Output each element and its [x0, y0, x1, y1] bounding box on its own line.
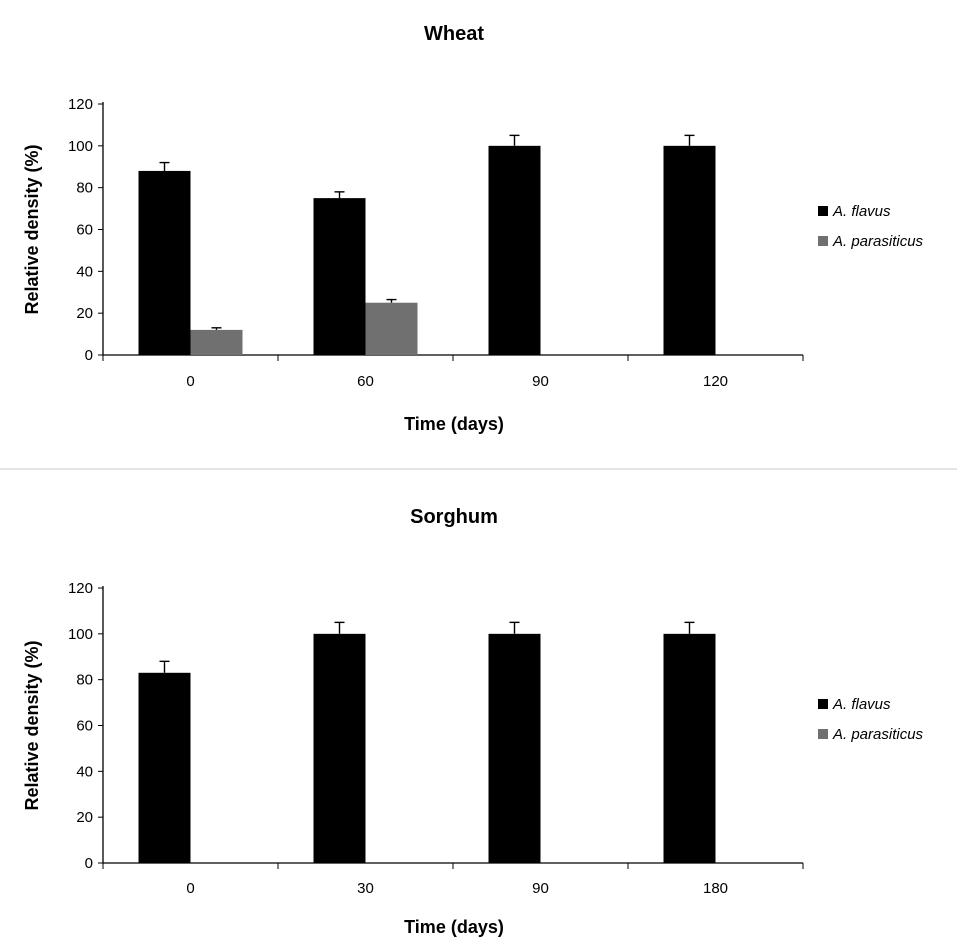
y-tick-label: 20 [76, 305, 93, 322]
legend-swatch-a-parasiticus [818, 236, 828, 246]
x-tick-label: 180 [703, 880, 728, 897]
y-axis-title: Relative density (%) [22, 144, 42, 314]
y-tick-label: 100 [68, 626, 93, 643]
legend-label-a-flavus: A. flavus [832, 696, 891, 713]
x-tick-label: 90 [532, 373, 549, 390]
sorghum-chart-panel: Sorghum 0 20 40 60 80 100 120 0 30 90 180 Time (days… [0, 470, 957, 947]
y-tick-label: 60 [76, 222, 93, 239]
x-tick-label: 60 [357, 373, 374, 390]
wheat-chart-panel: Wheat 0 20 40 60 80 100 120 0 60 90 120 Time (days) R… [0, 0, 957, 470]
legend-label-a-parasiticus: A. parasiticus [832, 233, 924, 250]
panel-divider [0, 468, 957, 470]
bar-a-flavus-90 [488, 633, 541, 863]
bar-a-flavus-30 [313, 633, 366, 863]
y-tick-label: 0 [85, 347, 93, 364]
y-tick-label: 60 [76, 718, 93, 735]
y-tick-label: 20 [76, 809, 93, 826]
wheat-bar-chart: Wheat 0 20 40 60 80 100 120 0 60 90 120 Time (days) R… [22, 23, 924, 434]
bar-a-parasiticus-0 [190, 329, 243, 355]
x-tick-label: 0 [186, 880, 194, 897]
legend-swatch-a-flavus [818, 699, 828, 709]
bar-a-flavus-60 [313, 198, 366, 355]
chart-title: Sorghum [410, 506, 498, 528]
x-axis-title: Time (days) [404, 917, 504, 937]
chart-title: Wheat [424, 23, 484, 45]
x-tick-label: 120 [703, 373, 728, 390]
y-tick-label: 120 [68, 580, 93, 597]
bar-a-flavus-180 [663, 633, 716, 863]
y-axis-title: Relative density (%) [22, 640, 42, 810]
y-tick-label: 80 [76, 672, 93, 689]
bar-a-flavus-0 [138, 170, 191, 355]
bar-a-flavus-120 [663, 145, 716, 355]
x-axis-title: Time (days) [404, 414, 504, 434]
y-tick-label: 40 [76, 763, 93, 780]
y-tick-label: 120 [68, 96, 93, 113]
legend-swatch-a-flavus [818, 206, 828, 216]
x-tick-label: 0 [186, 373, 194, 390]
legend-label-a-parasiticus: A. parasiticus [832, 726, 924, 743]
bar-a-flavus-0 [138, 672, 191, 863]
y-tick-label: 100 [68, 138, 93, 155]
legend-swatch-a-parasiticus [818, 729, 828, 739]
sorghum-bar-chart: Sorghum 0 20 40 60 80 100 120 0 30 90 180 Time (days… [22, 506, 924, 937]
x-tick-label: 90 [532, 880, 549, 897]
y-tick-label: 40 [76, 263, 93, 280]
x-tick-label: 30 [357, 880, 374, 897]
bar-a-flavus-90 [488, 145, 541, 355]
y-tick-label: 80 [76, 180, 93, 197]
y-tick-label: 0 [85, 855, 93, 872]
legend-label-a-flavus: A. flavus [832, 203, 891, 220]
bar-a-parasiticus-60 [365, 302, 418, 355]
